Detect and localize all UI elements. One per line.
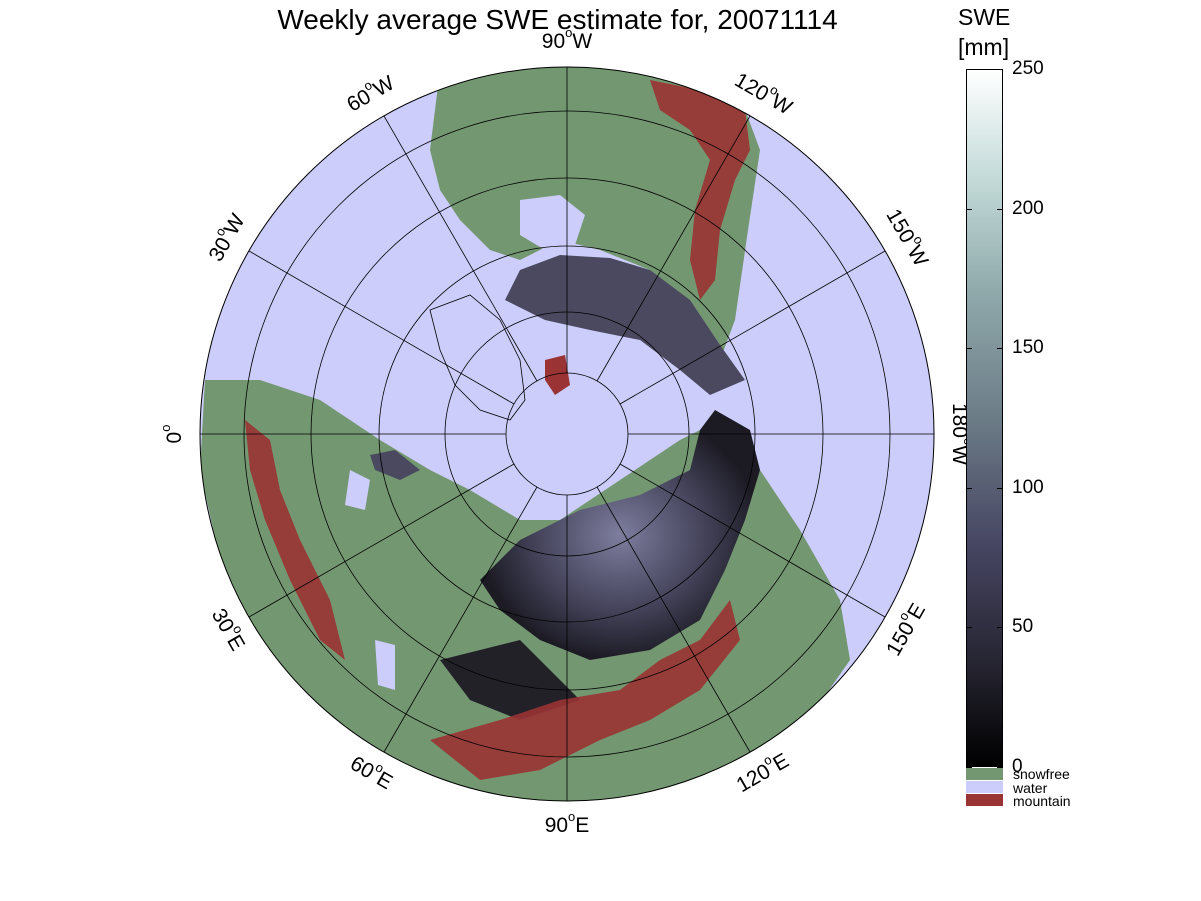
landmass-north-america (430, 67, 760, 360)
colorbar-title: SWE [mm] (958, 4, 1011, 60)
longitude-label: 60oW (341, 67, 398, 116)
meridians (200, 67, 934, 801)
longitude-label: 90oW (542, 25, 593, 52)
mountain-europe (245, 420, 345, 660)
map-title: Weekly average SWE estimate for, 2007111… (277, 4, 838, 35)
mountain-rockies (650, 80, 750, 300)
colorbar-tick-label: 0 (1012, 756, 1023, 777)
longitude-label: 30oW (201, 208, 250, 265)
legend-snowfree-swatch (966, 768, 1003, 780)
colorbar-tick-label: 100 (1012, 476, 1044, 498)
sea-caspian (375, 640, 395, 690)
colorbar-tick-label: 200 (1012, 197, 1044, 219)
snow-cover-central-asia (440, 640, 580, 720)
colorbar-tick-mark (997, 487, 1003, 489)
snow-cover-siberia (480, 410, 760, 660)
mountain-greenland (545, 355, 570, 395)
snow-cover-europe (370, 450, 420, 480)
colorbar-tick-label: 250 (1012, 58, 1044, 79)
longitude-label: 0o (158, 425, 185, 444)
legend-snowfree-label: snowfree (1013, 766, 1070, 782)
colorbar-tick-mark (997, 627, 1003, 629)
colorbar-tick-mark (966, 767, 972, 768)
lake-hudson (520, 195, 585, 250)
colorbar-tick-mark (997, 208, 1003, 210)
colorbar-tick-mark (966, 348, 972, 350)
snow-cover-canada (505, 255, 745, 395)
legend-water-label: water (1013, 780, 1048, 796)
legend-mountain-swatch (966, 794, 1003, 806)
colorbar-tick-mark (997, 348, 1003, 350)
colorbar-tick-mark (966, 627, 972, 629)
colorbar-tick-mark (966, 69, 972, 70)
longitude-label: 90oE (545, 809, 590, 836)
colorbar-tick-mark (997, 767, 1003, 768)
colorbar-tick-mark (966, 487, 972, 489)
mountain-asia (430, 600, 740, 780)
legend-water-swatch (966, 781, 1003, 793)
colorbar-tick-label: 50 (1012, 616, 1034, 638)
colorbar (966, 69, 1003, 767)
map-boundary (199, 66, 935, 802)
landmass-greenland (429, 294, 526, 421)
colorbar-tick-mark (997, 69, 1003, 70)
colorbar-tick-mark (966, 208, 972, 210)
sea-baltic (345, 470, 370, 510)
legend-mountain-label: mountain (1013, 793, 1071, 809)
colorbar-tick-label: 150 (1012, 337, 1044, 359)
